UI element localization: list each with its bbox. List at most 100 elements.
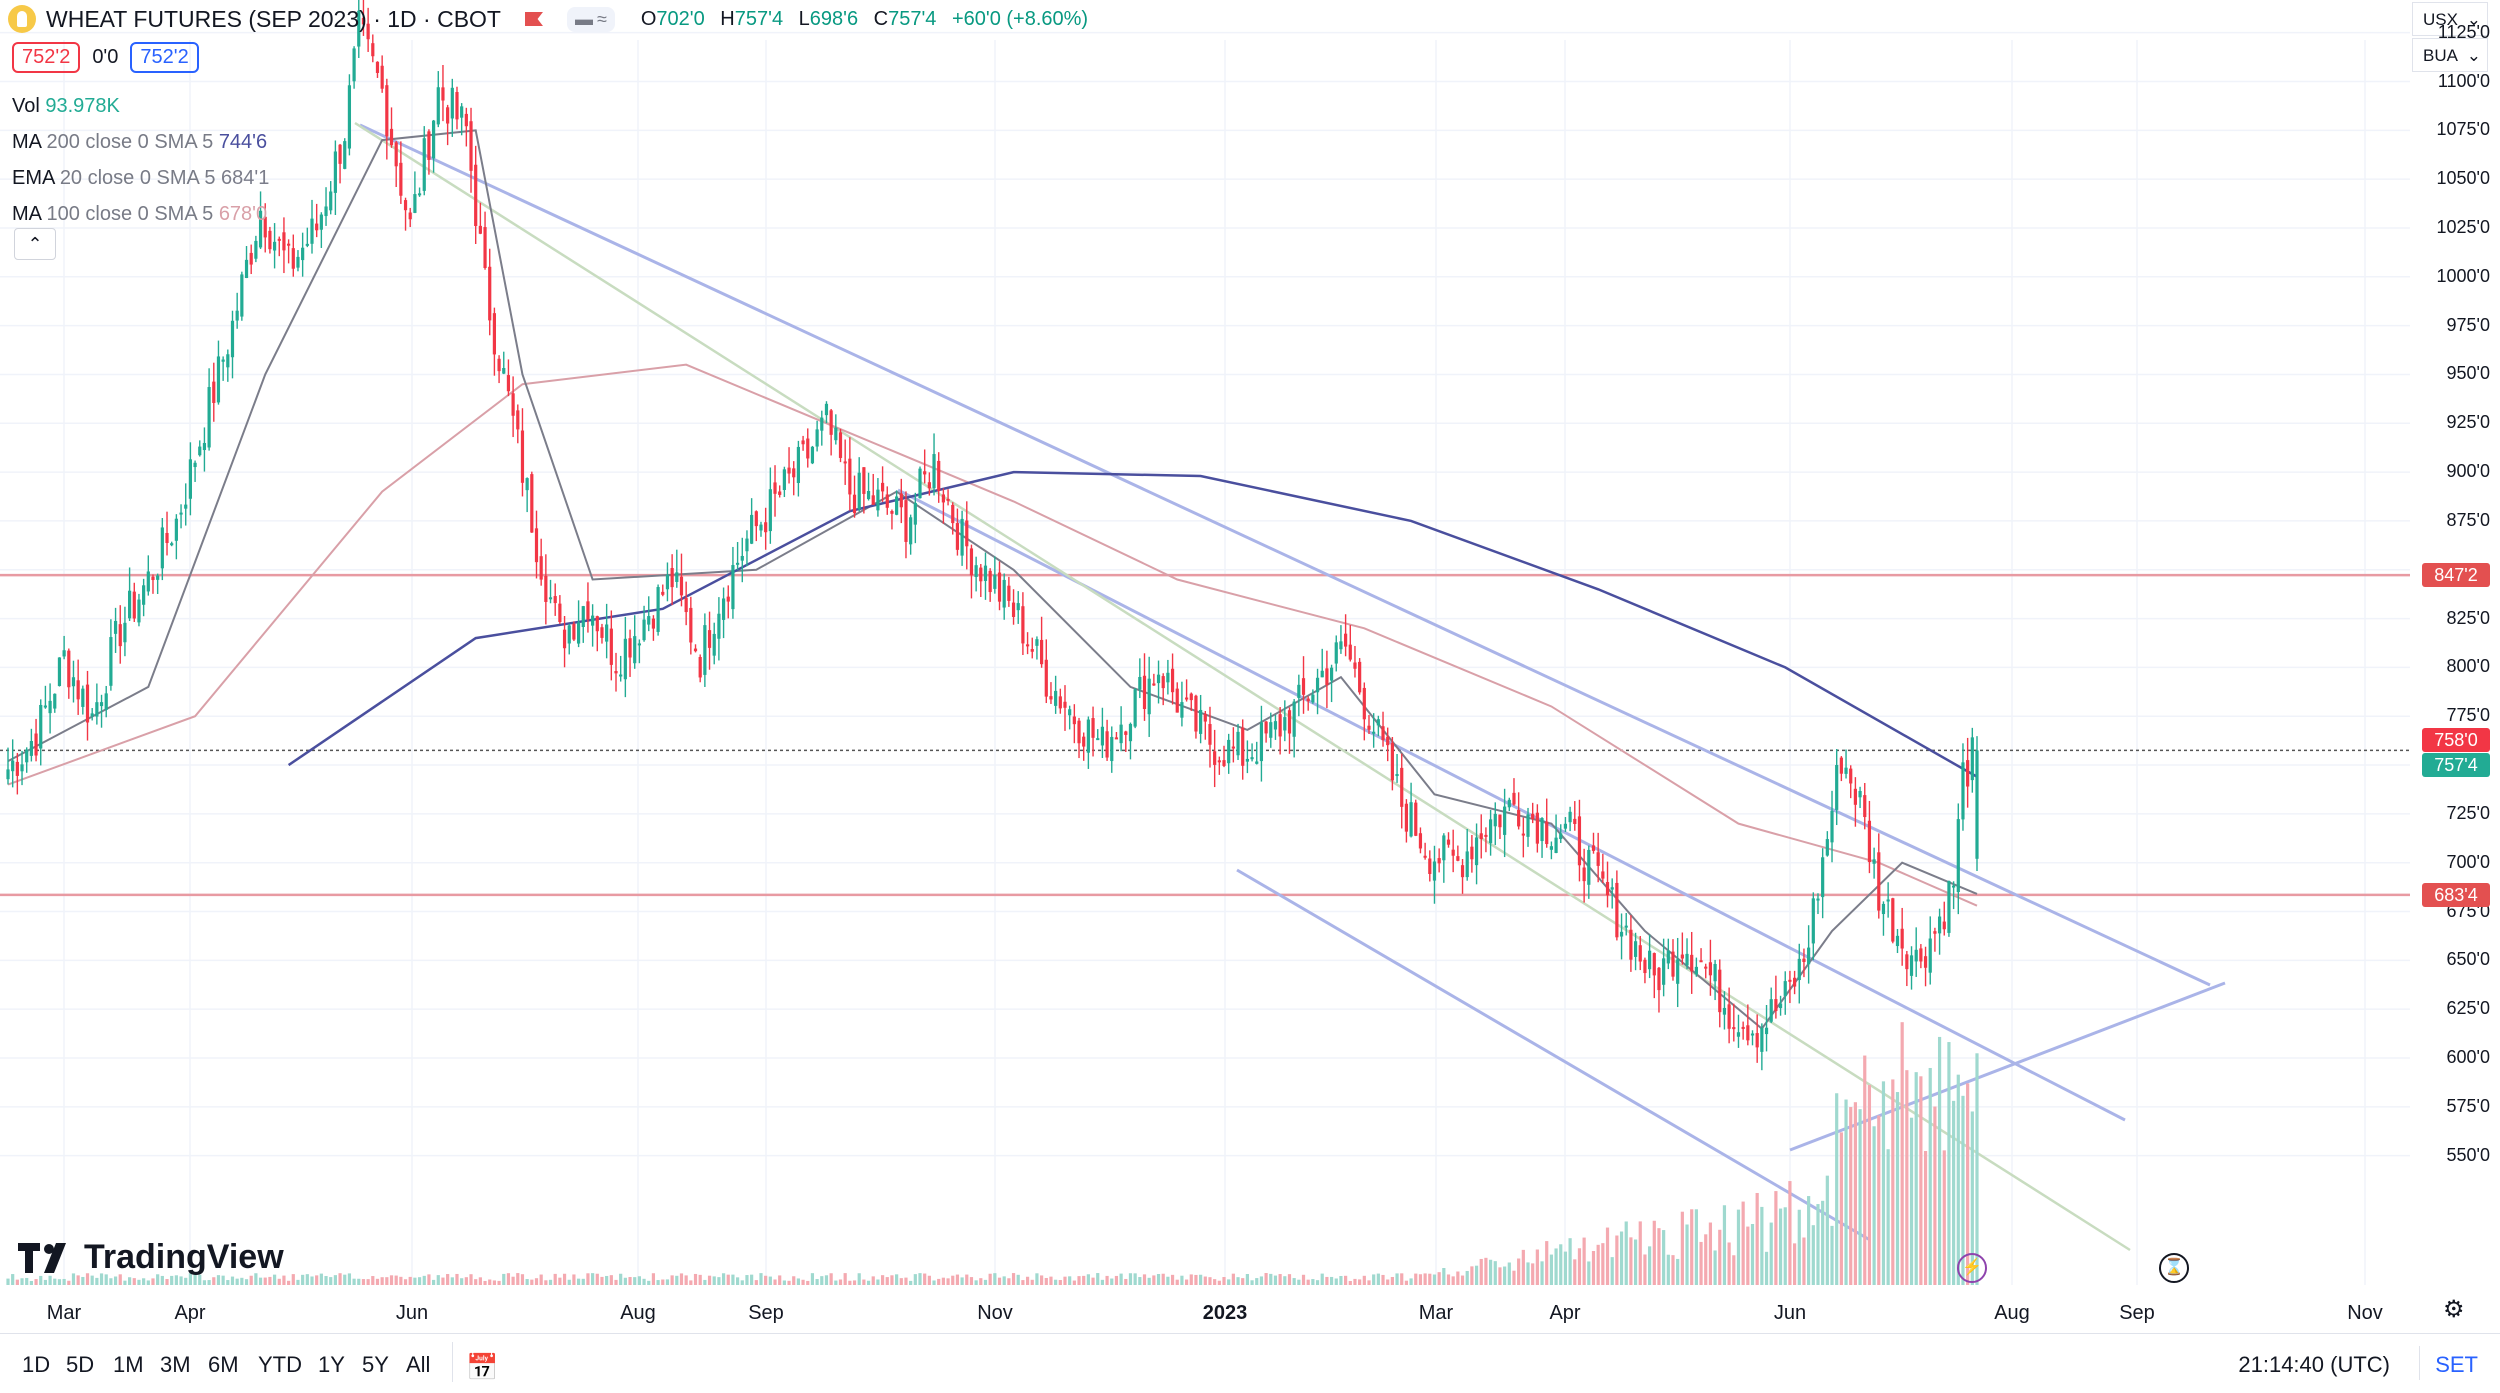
tradingview-logo[interactable]: TradingView (18, 1238, 284, 1277)
volume-bar (866, 1280, 871, 1285)
volume-bar (67, 1280, 71, 1285)
ma100-line (7, 363, 1978, 907)
candle-body (1503, 806, 1507, 835)
candle-body (287, 243, 291, 246)
volume-bar (890, 1275, 894, 1285)
volume-bar (1521, 1249, 1525, 1285)
candle-body (684, 598, 688, 613)
volume-bar (567, 1279, 571, 1285)
volume-bar (1919, 1076, 1923, 1285)
lightning-icon[interactable]: ⚡ (1957, 1253, 1987, 1283)
candle-body (90, 713, 94, 717)
volume-bar (1666, 1254, 1670, 1285)
chart-style-toggle[interactable]: ▬ ≈ (566, 6, 615, 32)
candle-body (1334, 642, 1338, 664)
volume-bar (782, 1280, 786, 1285)
range-all[interactable]: All (406, 1352, 431, 1377)
candle-body (1942, 921, 1946, 930)
candle-body (1488, 819, 1493, 844)
candle-body (366, 23, 370, 40)
candle-body (1100, 726, 1105, 746)
ohlc-readout: O702'0 H757'4 L698'6 C757'4 +60'0 (+8.60… (640, 7, 1089, 30)
settings-gear-icon[interactable]: ⚙ (2443, 1296, 2465, 1323)
utc-clock[interactable]: 21:14:40 (UTC) (2238, 1352, 2390, 1377)
volume-bar (530, 1279, 534, 1285)
volume-bar (885, 1277, 889, 1285)
candle-body (1722, 1007, 1727, 1015)
candle-body (1236, 731, 1240, 756)
candle-body (1227, 739, 1231, 764)
calendar-range-icon[interactable]: 📅 (466, 1352, 499, 1382)
ema20-line (7, 129, 1978, 1031)
volume-bar (1418, 1274, 1423, 1285)
candle-body (1685, 953, 1689, 966)
session-button[interactable]: SET (2435, 1352, 2478, 1377)
candle-body (885, 494, 889, 508)
volume-bar (193, 1273, 197, 1285)
candle-body (1390, 742, 1394, 781)
candle-body (1900, 928, 1904, 949)
candle-body (651, 618, 656, 629)
candle-body (1208, 724, 1212, 745)
candle-body (997, 572, 1002, 602)
buy-price-button[interactable]: 752'2 (130, 42, 199, 73)
volume-bar (993, 1273, 997, 1285)
flag-icon[interactable] (524, 12, 543, 26)
candle-body (852, 494, 857, 514)
candle-body (1011, 602, 1016, 617)
candle-body (319, 214, 323, 230)
sell-price-button[interactable]: 752'2 (12, 42, 81, 73)
candle-body (1124, 731, 1128, 735)
indicator-legend: Vol 93.978K MA 200 close 0 SMA 5 744'6 E… (12, 88, 269, 232)
volume-bar (1358, 1279, 1362, 1285)
candle-body (1030, 649, 1034, 652)
volume-bar (1554, 1248, 1558, 1285)
candle-body (619, 674, 623, 677)
volume-bar (268, 1276, 272, 1285)
range-5d[interactable]: 5D (66, 1352, 95, 1377)
range-1m[interactable]: 1M (113, 1352, 144, 1377)
spread-value: 0'0 (92, 46, 119, 68)
unit-select[interactable]: BUA ⌄ (2412, 38, 2488, 72)
candle-body (1068, 709, 1072, 716)
volume-bar (1273, 1275, 1278, 1285)
candle-body (1381, 726, 1385, 741)
candle-body (764, 522, 768, 533)
volume-bar (997, 1277, 1002, 1285)
volume-bar (1142, 1274, 1147, 1285)
range-ytd[interactable]: YTD (258, 1352, 302, 1377)
range-6m[interactable]: 6M (208, 1352, 239, 1377)
candle-body (1404, 803, 1409, 832)
candle-body (871, 495, 875, 505)
candle-body (1077, 720, 1081, 744)
candle-body (637, 643, 641, 646)
candle-body (1886, 899, 1890, 902)
candle-body (1025, 644, 1030, 647)
volume-bar (1690, 1209, 1694, 1285)
candle-body (1825, 839, 1829, 856)
hourglass-icon[interactable]: ⌛ (2159, 1253, 2189, 1283)
symbol-title[interactable]: WHEAT FUTURES (SEP 2023) · 1D · CBOT (46, 5, 501, 32)
volume-bar (862, 1279, 866, 1285)
volume-bar (39, 1275, 43, 1285)
volume-bar (492, 1280, 497, 1285)
range-1y[interactable]: 1Y (318, 1352, 345, 1377)
candle-body (969, 548, 974, 576)
volume-bar (1161, 1273, 1165, 1285)
volume-bar (623, 1277, 627, 1285)
candle-body (1573, 818, 1577, 824)
range-1d[interactable]: 1D (22, 1352, 51, 1377)
candle-body (1329, 667, 1334, 681)
candle-body (432, 120, 436, 159)
volume-bar (558, 1277, 562, 1285)
currency-select[interactable]: USX ⌄ (2412, 2, 2488, 36)
collapse-legend-button[interactable]: ⌃ (14, 228, 56, 260)
candle-body (1400, 767, 1404, 807)
range-5y[interactable]: 5Y (362, 1352, 389, 1377)
candle-body (1245, 758, 1249, 762)
candle-body (483, 227, 487, 268)
volume-bar (1068, 1276, 1072, 1285)
candle-body (759, 524, 763, 531)
range-3m[interactable]: 3M (160, 1352, 191, 1377)
